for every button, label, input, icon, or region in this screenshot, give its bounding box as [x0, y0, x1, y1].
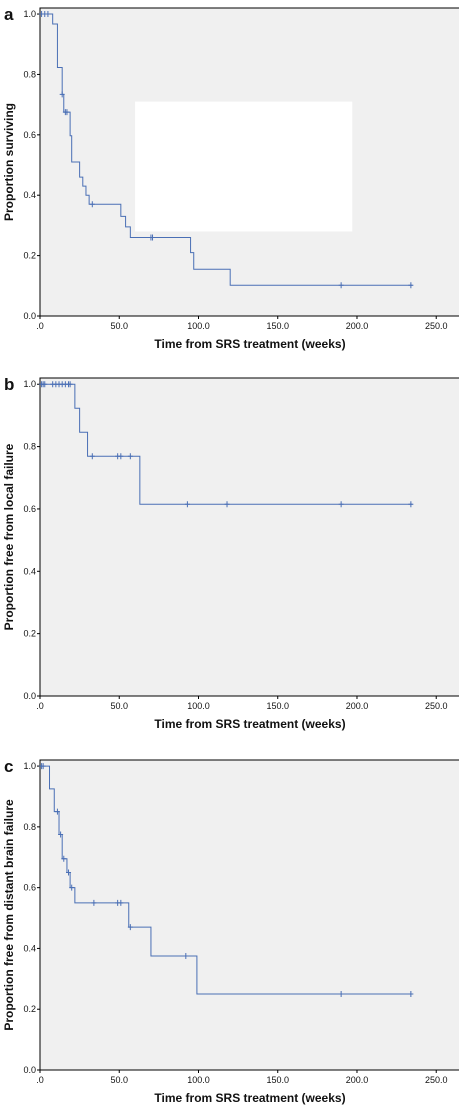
km-panel-c: c 0.0 0.2 0.4 0.6 0.8 1.0 .0 50.0 100.0 150.0 200.0… — [2, 757, 459, 1105]
plot-frame — [39, 7, 459, 317]
censor-mark — [183, 953, 189, 960]
y-axis-title: Proportion surviving — [2, 103, 16, 221]
y-tick-label: 0.2 — [23, 1004, 36, 1014]
censor-mark — [64, 109, 70, 116]
x-axis-title: Time from SRS treatment (weeks) — [154, 1091, 345, 1105]
censor-mark — [89, 453, 95, 460]
censor-mark — [408, 501, 414, 508]
x-tick-label: 200.0 — [346, 701, 369, 711]
x-tick-label: 100.0 — [187, 321, 210, 331]
survival-step-curve — [40, 13, 413, 286]
y-tick-label: 0.0 — [23, 311, 36, 321]
y-tick-label: 0.4 — [23, 566, 36, 576]
censor-mark — [127, 924, 133, 931]
plot-background — [40, 378, 459, 696]
censor-mark — [184, 501, 190, 508]
censor-mark — [224, 501, 230, 508]
y-tick-label: 0.8 — [23, 69, 36, 79]
x-tick-label: 100.0 — [187, 1075, 210, 1085]
y-tick-label: 0.6 — [23, 883, 36, 893]
censor-mark — [67, 381, 73, 388]
censor-mark — [118, 453, 124, 460]
x-tick-label: .0 — [36, 1075, 44, 1085]
x-tick-label: 100.0 — [187, 701, 210, 711]
km-panel-a: a 0.0 0.2 0.4 0.6 0.8 1.0 .0 50.0 100.0 150.0 200.0… — [2, 5, 459, 351]
x-tick-label: 50.0 — [110, 1075, 128, 1085]
x-tick-label: 200.0 — [346, 321, 369, 331]
censor-mark — [42, 381, 48, 388]
y-tick-label: 0.2 — [23, 251, 36, 261]
censor-mark — [69, 884, 75, 891]
censor-mark — [45, 11, 51, 18]
censor-mark — [66, 869, 72, 876]
censor-mark — [338, 501, 344, 508]
censor-mark — [127, 453, 133, 460]
panel-letter: c — [4, 757, 13, 776]
x-tick-label: .0 — [36, 321, 44, 331]
y-tick-label: 1.0 — [23, 761, 36, 771]
y-tick-label: 0.8 — [23, 442, 36, 452]
x-tick-label: 150.0 — [266, 1075, 289, 1085]
x-tick-label: 250.0 — [425, 1075, 448, 1085]
x-tick-label: 250.0 — [425, 321, 448, 331]
redaction-box — [135, 101, 353, 232]
censor-mark — [408, 991, 414, 998]
censor-mark — [61, 855, 67, 862]
censor-mark — [338, 991, 344, 998]
plot-frame — [39, 759, 459, 1071]
y-axis-title: Proportion free from local failure — [2, 443, 16, 630]
x-tick-label: 200.0 — [346, 1075, 369, 1085]
km-panel-b: b 0.0 0.2 0.4 0.6 0.8 1.0 .0 50.0 100.0 150.0 200.0… — [2, 375, 459, 731]
x-tick-label: 250.0 — [425, 701, 448, 711]
plot-background — [40, 760, 459, 1070]
x-tick-label: 150.0 — [266, 321, 289, 331]
y-tick-label: 0.6 — [23, 130, 36, 140]
censor-mark — [59, 91, 65, 98]
panel-letter: b — [4, 375, 14, 394]
y-tick-label: 0.8 — [23, 822, 36, 832]
x-tick-label: 50.0 — [110, 701, 128, 711]
plot-frame — [39, 377, 459, 697]
y-tick-label: 0.2 — [23, 629, 36, 639]
censor-mark — [118, 899, 124, 906]
x-axis-title: Time from SRS treatment (weeks) — [154, 717, 345, 731]
censor-mark — [89, 201, 95, 208]
y-tick-label: 0.4 — [23, 943, 36, 953]
censor-mark — [40, 763, 46, 770]
x-tick-label: .0 — [36, 701, 44, 711]
y-tick-label: 0.4 — [23, 190, 36, 200]
survival-step-curve — [40, 383, 413, 505]
censor-mark — [150, 234, 156, 241]
x-axis-title: Time from SRS treatment (weeks) — [154, 337, 345, 351]
x-tick-label: 50.0 — [110, 321, 128, 331]
censor-mark — [54, 808, 60, 815]
y-tick-label: 0.6 — [23, 504, 36, 514]
y-tick-label: 1.0 — [23, 9, 36, 19]
censor-mark — [91, 899, 97, 906]
y-tick-label: 0.0 — [23, 691, 36, 701]
y-tick-label: 1.0 — [23, 379, 36, 389]
censor-mark — [58, 831, 64, 838]
x-tick-label: 150.0 — [266, 701, 289, 711]
censor-mark — [408, 282, 414, 289]
y-axis-title: Proportion free from distant brain failu… — [2, 799, 16, 1031]
censor-mark — [338, 282, 344, 289]
panel-letter: a — [4, 5, 14, 24]
y-tick-label: 0.0 — [23, 1065, 36, 1075]
